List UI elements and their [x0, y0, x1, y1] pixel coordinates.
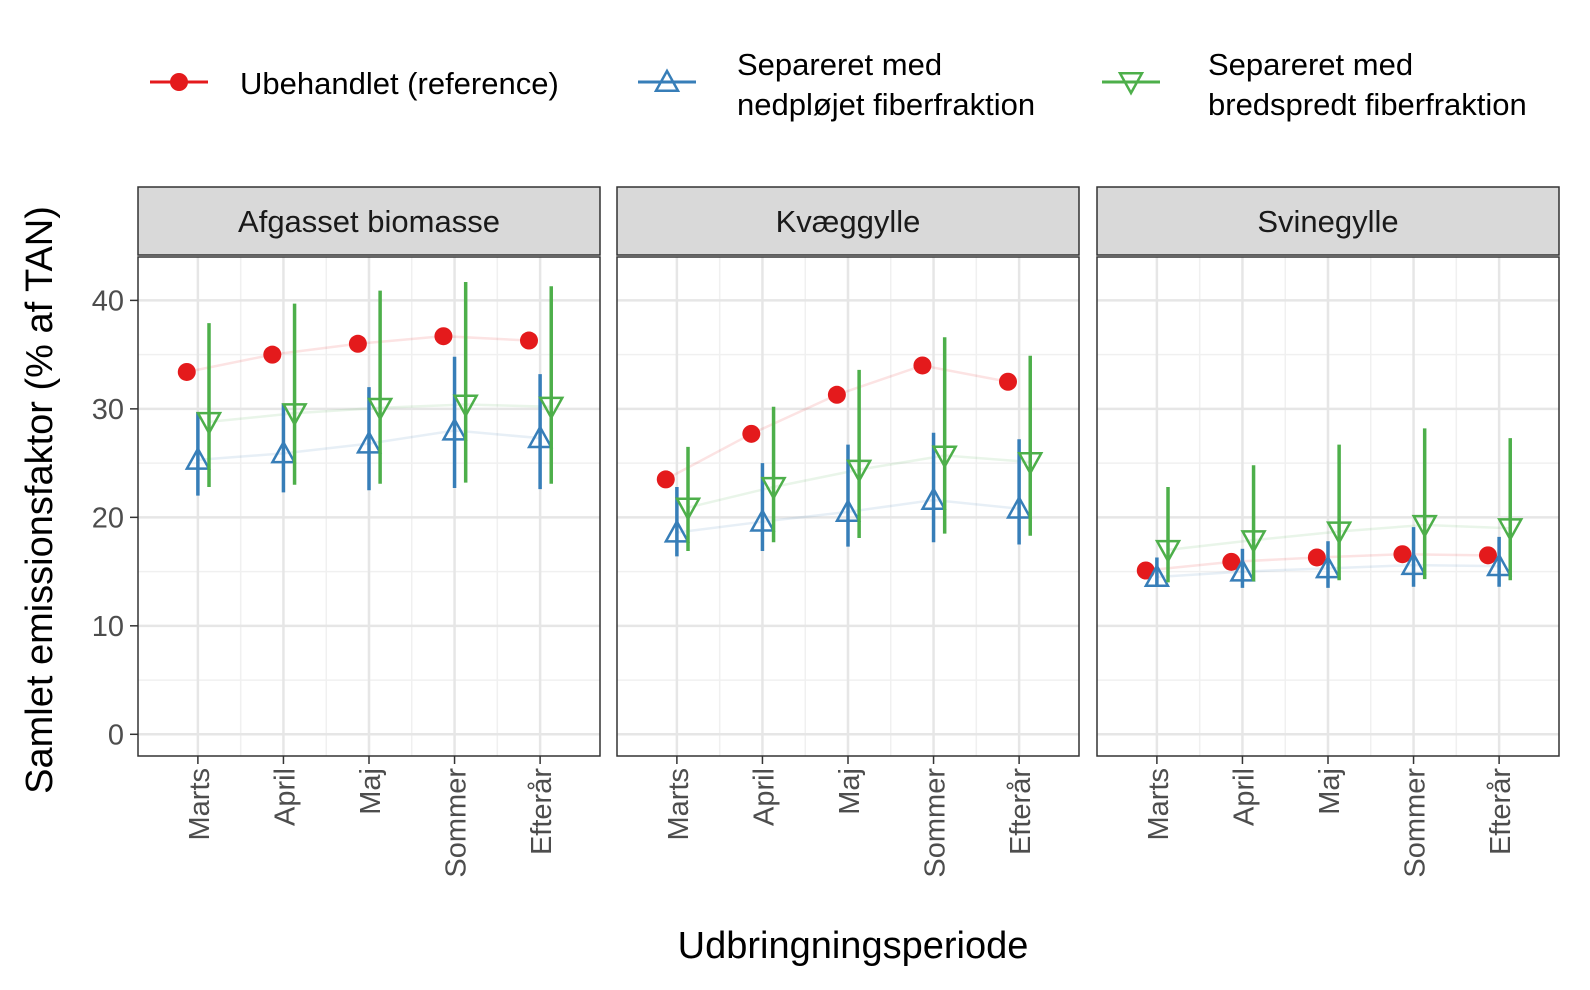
data-point — [538, 396, 565, 421]
data-point — [998, 372, 1017, 391]
data-point — [1154, 539, 1182, 564]
y-tick-label: 0 — [108, 719, 124, 751]
data-point — [749, 508, 776, 532]
data-point — [1485, 552, 1513, 577]
data-point — [834, 498, 862, 522]
x-tick-label: Marts — [1143, 768, 1175, 841]
series-separeret-med-nedpløjet-fiberfraktion — [184, 356, 554, 496]
x-tick-label: April — [1228, 768, 1260, 826]
x-tick-label: Sommer — [441, 768, 473, 878]
data-point — [1314, 554, 1342, 579]
panel-svinegylle: Svinegylle Marts April Maj Sommer Efterår — [1096, 186, 1560, 878]
legend-marker — [653, 68, 681, 93]
x-tick-label: Marts — [663, 768, 695, 841]
data-point — [1017, 451, 1044, 476]
data-point — [348, 334, 367, 353]
data-point — [913, 356, 932, 375]
chart-panels: Afgasset biomasse Marts April Maj Sommer Efte… — [92, 186, 1560, 878]
data-point — [1393, 545, 1412, 564]
series-separeret-med-bredspredt-fiberfraktion — [1154, 428, 1524, 583]
legend-label: Separeret med — [1208, 47, 1413, 82]
data-point — [1478, 546, 1497, 565]
data-point — [845, 459, 873, 484]
legend-label: bredspredt fiberfraktion — [1208, 87, 1527, 122]
data-point — [1307, 548, 1326, 567]
data-point — [1411, 514, 1438, 539]
y-axis-label: Samlet emissionsfaktor (% af TAN) — [19, 206, 61, 794]
x-tick-label: Sommer — [920, 768, 952, 878]
panel-title: Kvæggylle — [776, 204, 921, 239]
x-tick-label: Maj — [1314, 768, 1346, 815]
data-point — [195, 411, 223, 436]
data-point — [1497, 518, 1524, 542]
data-point — [920, 486, 947, 511]
data-point — [184, 446, 212, 470]
data-point — [1325, 521, 1353, 546]
y-tick-label: 30 — [92, 394, 124, 426]
panel-strip — [137, 186, 601, 256]
series-ubehandlet-reference — [656, 356, 1017, 489]
data-point — [663, 518, 691, 543]
data-point — [931, 445, 958, 470]
x-tick-label: Marts — [184, 768, 216, 841]
data-point — [1222, 552, 1241, 571]
legend-item-1: Ubehandlet (reference) — [150, 66, 559, 101]
data-point — [355, 430, 383, 454]
x-axis-label: Udbringningsperiode — [678, 925, 1029, 967]
data-point — [263, 345, 282, 364]
series-ubehandlet-reference — [177, 327, 538, 381]
y-tick-label: 10 — [92, 611, 124, 643]
panel-title: Afgasset biomasse — [238, 204, 500, 239]
legend-label: Separeret med — [737, 47, 942, 82]
x-tick-label: Efterår — [1485, 768, 1517, 855]
data-point — [519, 331, 538, 350]
data-point — [526, 424, 554, 449]
series-ubehandlet-reference — [1136, 545, 1497, 580]
data-point — [1240, 530, 1267, 554]
series-separeret-med-bredspredt-fiberfraktion — [674, 337, 1044, 551]
x-tick-label: April — [269, 768, 301, 826]
legend-label: nedpløjet fiberfraktion — [737, 87, 1035, 122]
panel-afgasset-biomasse: Afgasset biomasse Marts April Maj Sommer Efte… — [92, 186, 601, 878]
y-tick-label: 40 — [92, 285, 124, 317]
data-point — [656, 470, 675, 489]
x-tick-label: Efterår — [526, 768, 558, 855]
legend: Ubehandlet (reference) Separeret med nedpl… — [150, 47, 1527, 122]
data-point — [366, 397, 394, 422]
data-point — [177, 362, 196, 381]
legend-label: Ubehandlet (reference) — [240, 66, 559, 101]
data-point — [434, 327, 453, 346]
data-point — [1400, 551, 1427, 576]
panel-strip — [616, 186, 1080, 256]
data-point — [441, 416, 468, 441]
series-separeret-med-bredspredt-fiberfraktion — [195, 281, 565, 487]
x-tick-label: Maj — [834, 768, 866, 815]
x-tick-label: Maj — [355, 768, 387, 815]
data-point — [270, 439, 297, 464]
legend-item-3: Separeret med bredspredt fiberfraktion — [1102, 47, 1527, 122]
data-point — [1229, 558, 1256, 582]
legend-marker — [170, 73, 188, 91]
panel-strip — [1096, 186, 1560, 256]
x-tick-label: April — [748, 768, 780, 826]
data-point — [742, 424, 761, 443]
data-point — [1143, 563, 1171, 588]
data-point — [674, 497, 702, 522]
data-point — [1005, 495, 1033, 519]
data-point — [827, 385, 846, 404]
x-tick-label: Efterår — [1005, 768, 1037, 855]
x-tick-label: Sommer — [1400, 768, 1432, 878]
y-tick-label: 20 — [92, 502, 124, 534]
series-separeret-med-nedpløjet-fiberfraktion — [1143, 527, 1513, 588]
data-point — [452, 394, 479, 419]
data-point — [760, 476, 787, 501]
panel-kvæggylle: Kvæggylle Marts April Maj Sommer Efterår — [616, 186, 1080, 878]
data-point — [1136, 561, 1155, 580]
panel-title: Svinegylle — [1257, 204, 1398, 239]
legend-marker — [1117, 71, 1145, 96]
legend-item-2: Separeret med nedpløjet fiberfraktion — [638, 47, 1035, 122]
data-point — [281, 403, 308, 427]
